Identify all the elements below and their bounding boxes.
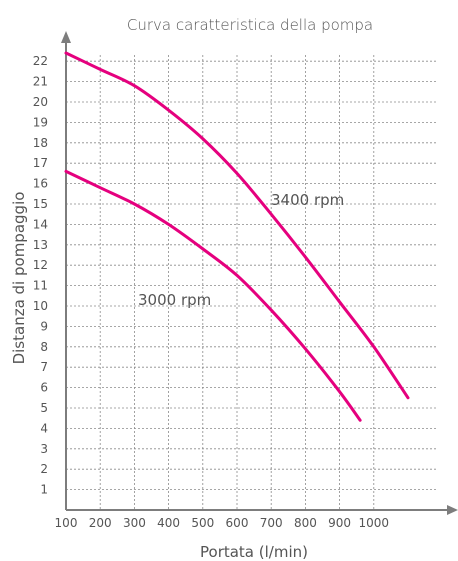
x-axis-label: Portata (l/min) [200, 543, 308, 561]
y-tick-label-17: 17 [33, 156, 48, 170]
grid-lines [65, 55, 437, 510]
x-tick-label-700: 700 [260, 516, 283, 530]
y-tick-label-18: 18 [33, 136, 48, 150]
y-tick-label-4: 4 [40, 421, 48, 435]
series-line-3000-rpm [64, 169, 362, 422]
y-axis-label: Distanza di pompaggio [10, 192, 28, 365]
y-tick-label-5: 5 [40, 401, 48, 415]
chart-title: Curva caratteristica della pompa [127, 16, 373, 34]
y-axis-arrow-icon [61, 31, 71, 43]
x-tick-label-500: 500 [191, 516, 214, 530]
series-lines [64, 51, 410, 422]
y-tick-label-16: 16 [33, 177, 48, 191]
y-tick-label-11: 11 [33, 279, 48, 293]
series-label-3000-rpm: 3000 rpm [138, 291, 211, 309]
y-tick-label-1: 1 [40, 483, 48, 497]
x-tick-label-900: 900 [328, 516, 351, 530]
series-label-3400-rpm: 3400 rpm [271, 191, 344, 209]
x-axis-arrow-icon [447, 505, 458, 515]
y-tick-label-22: 22 [33, 54, 48, 68]
y-tick-label-7: 7 [40, 360, 48, 374]
y-tick-label-19: 19 [33, 115, 48, 129]
x-tick-label-800: 800 [294, 516, 317, 530]
x-tick-label-200: 200 [89, 516, 112, 530]
axes [61, 31, 458, 515]
y-tick-label-12: 12 [33, 258, 48, 272]
x-tick-label-400: 400 [157, 516, 180, 530]
y-tick-label-9: 9 [40, 319, 48, 333]
y-tick-label-20: 20 [33, 95, 48, 109]
x-tick-label-600: 600 [226, 516, 249, 530]
y-tick-label-15: 15 [33, 197, 48, 211]
x-tick-label-100: 100 [55, 516, 78, 530]
y-tick-label-21: 21 [33, 75, 48, 89]
y-tick-label-8: 8 [40, 340, 48, 354]
y-tick-label-2: 2 [40, 462, 48, 476]
y-tick-label-14: 14 [33, 217, 48, 231]
y-tick-label-10: 10 [33, 299, 48, 313]
y-tick-label-13: 13 [33, 238, 48, 252]
x-tick-label-1000: 1000 [359, 516, 390, 530]
x-tick-label-300: 300 [123, 516, 146, 530]
y-tick-label-6: 6 [40, 381, 48, 395]
x-tick-labels: 100 200 300 400 500 600 700 800 900 1000 [55, 516, 390, 530]
y-tick-label-3: 3 [40, 442, 48, 456]
series-line-3400-rpm [64, 51, 410, 400]
